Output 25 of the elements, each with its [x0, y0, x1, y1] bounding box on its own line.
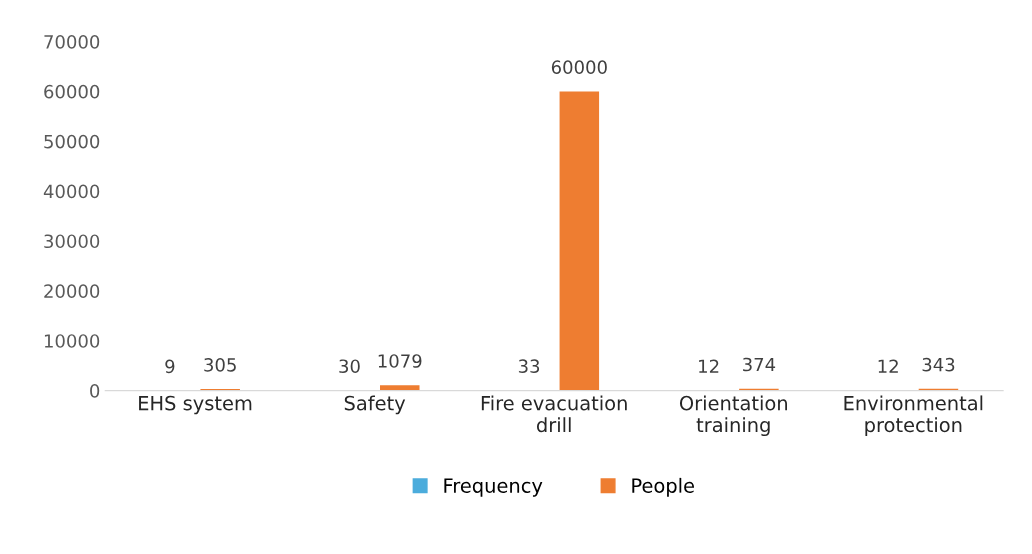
y-tick-label: 50000: [44, 134, 100, 149]
y-tick-label: 0: [90, 384, 100, 398]
data-label: 12: [699, 359, 719, 373]
x-tick-label: EHS system: [139, 395, 252, 415]
data-label: 1079: [378, 354, 422, 368]
y-tick-label: 60000: [44, 84, 100, 99]
legend-label: People: [632, 477, 694, 497]
y-tick-label: 20000: [44, 284, 100, 298]
data-label: 305: [204, 358, 236, 372]
data-label: 374: [743, 357, 776, 372]
data-label: 30: [339, 359, 360, 374]
x-tick-label: Safety: [344, 395, 406, 415]
y-tick-label: 30000: [44, 234, 100, 249]
x-tick-label: Orientation training: [679, 395, 787, 437]
data-label: 343: [922, 357, 955, 372]
x-tick-label: Fire evacuation drill: [481, 395, 627, 433]
y-tick-label: 40000: [43, 184, 100, 199]
legend-label: Frequency: [444, 478, 543, 497]
data-label: 60000: [551, 60, 607, 75]
data-label: 33: [518, 359, 540, 374]
y-tick-label: 10000: [44, 334, 100, 348]
y-tick-label: 70000: [44, 35, 100, 49]
data-label: 12: [878, 359, 898, 373]
data-label: 9: [165, 359, 175, 374]
x-tick-label: Environmental protection: [844, 395, 983, 437]
